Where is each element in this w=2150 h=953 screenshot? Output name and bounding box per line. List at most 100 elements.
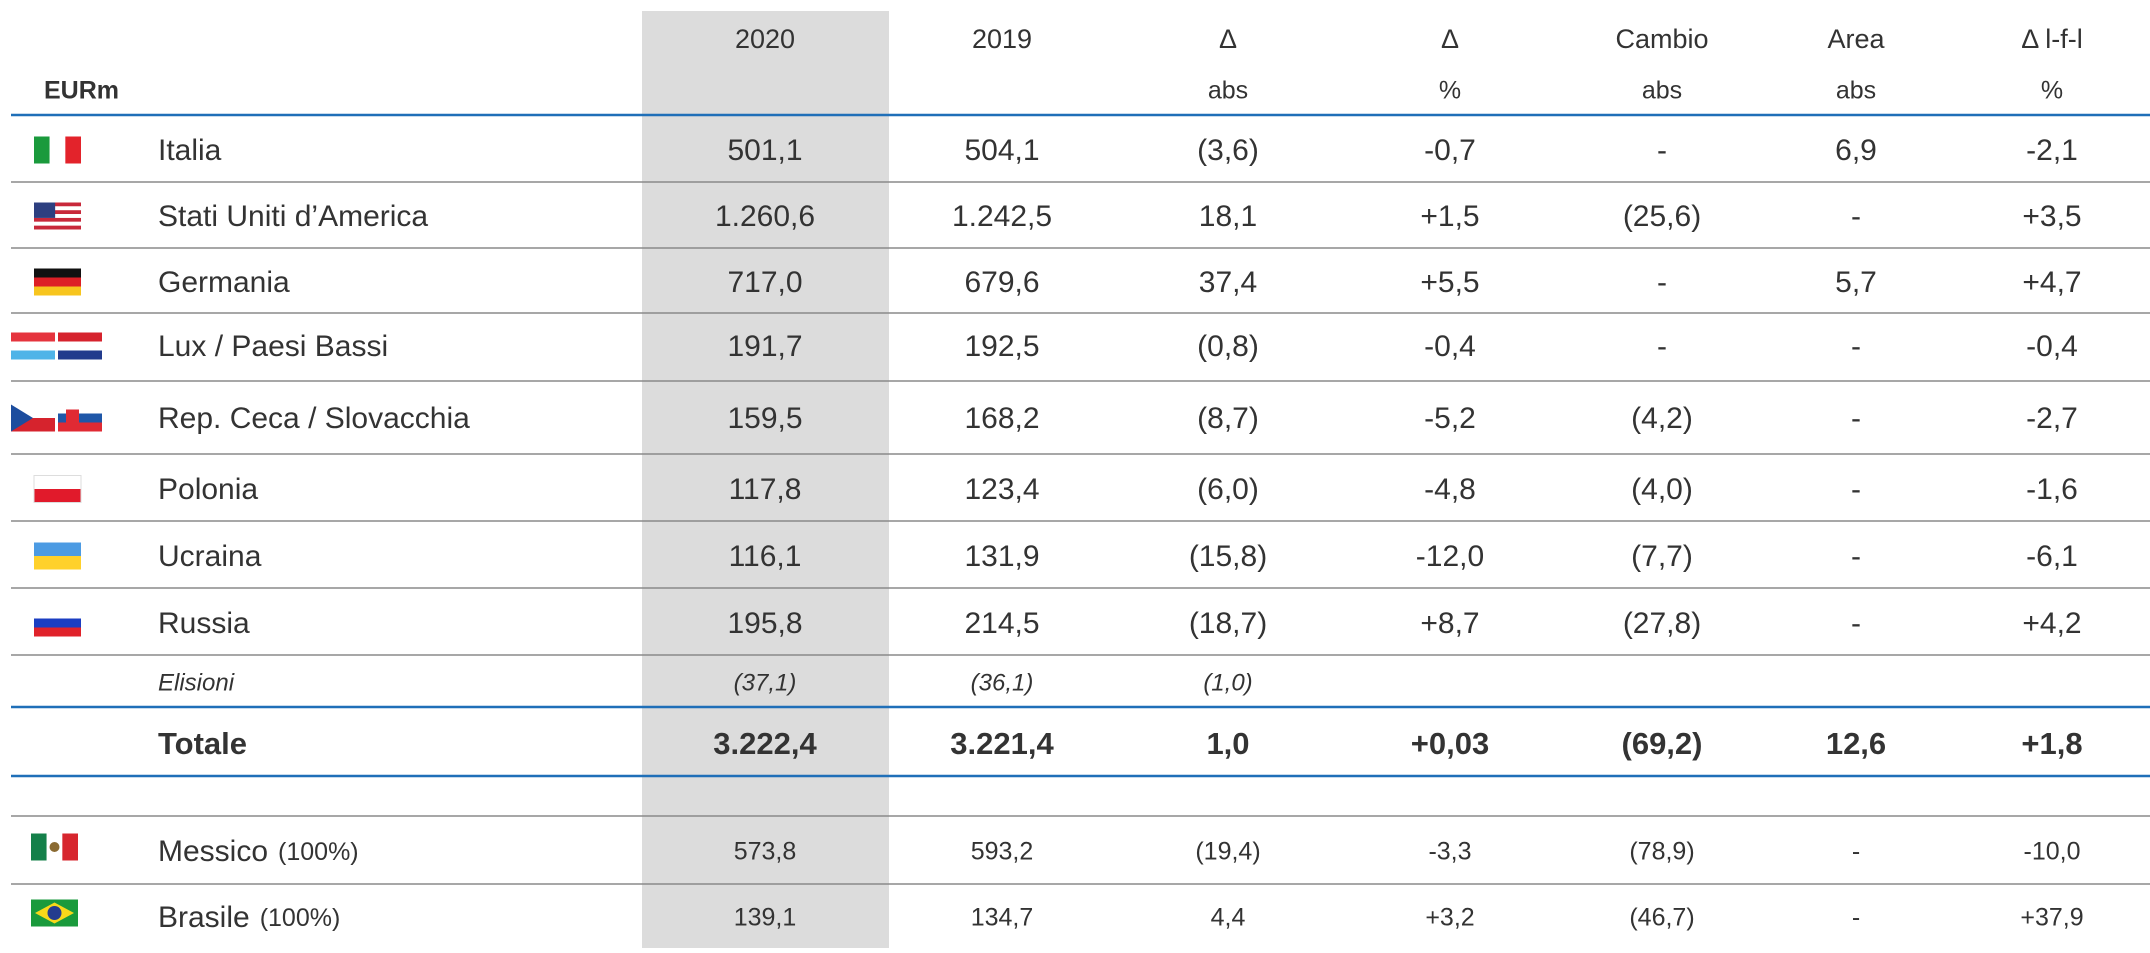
cell-value: -5,2 — [1424, 402, 1476, 435]
cell-value: -4,8 — [1424, 473, 1476, 506]
unit-label: EURm — [44, 77, 119, 105]
cell-value: 159,5 — [727, 402, 802, 435]
cell-value: +3,5 — [2022, 200, 2081, 233]
cell-value: (36,1) — [971, 669, 1034, 696]
cell-value: 6,9 — [1835, 134, 1877, 167]
cell-value: 3.221,4 — [950, 726, 1054, 761]
flag-part — [34, 618, 81, 628]
row-label: Russia — [158, 607, 250, 640]
row-label: Polonia — [158, 473, 258, 506]
flag-part — [62, 833, 78, 861]
cell-value: +3,2 — [1425, 904, 1474, 932]
row-suffix: (100%) — [260, 904, 341, 932]
cell-value: -0,7 — [1424, 134, 1476, 167]
cell-value: (19,4) — [1195, 838, 1260, 866]
cell-value: 1.260,6 — [715, 200, 815, 233]
column-header: 2019 — [972, 24, 1032, 54]
flag-part — [34, 627, 81, 637]
flag — [11, 404, 102, 432]
flag-part — [58, 413, 102, 423]
row-label: Lux / Paesi Bassi — [158, 330, 388, 363]
cell-value: +1,5 — [1420, 200, 1479, 233]
column-header: Δ — [1219, 24, 1237, 54]
cell-value: 214,5 — [964, 607, 1039, 640]
flag — [34, 268, 81, 296]
cell-value: 504,1 — [964, 134, 1039, 167]
cell-value: -0,4 — [2026, 330, 2078, 363]
cell-value: - — [1851, 473, 1861, 506]
cell-value: 501,1 — [727, 134, 802, 167]
cell-value: -1,6 — [2026, 473, 2078, 506]
flag-part — [34, 214, 81, 218]
flag-part — [34, 202, 81, 207]
cell-value: 18,1 — [1199, 200, 1257, 233]
cell-value: (6,0) — [1197, 473, 1259, 506]
cell-value: - — [1851, 607, 1861, 640]
cell-value: -3,3 — [1428, 838, 1471, 866]
cell-value: (0,8) — [1197, 330, 1259, 363]
cell-value: +4,2 — [2022, 607, 2081, 640]
cell-value: 5,7 — [1835, 266, 1877, 299]
column-unit: abs — [1208, 77, 1248, 105]
row-label: Stati Uniti d’America — [158, 200, 428, 233]
flag — [34, 202, 81, 230]
flag-part — [34, 556, 81, 570]
cell-value: (7,7) — [1631, 540, 1693, 573]
flag-part — [34, 136, 50, 164]
flag — [34, 542, 81, 570]
flag — [34, 609, 81, 637]
row-label: Elisioni — [158, 669, 235, 696]
cell-value: 717,0 — [727, 266, 802, 299]
flag-part — [58, 341, 102, 351]
flag-part — [58, 332, 102, 342]
cell-value: (1,0) — [1203, 669, 1252, 696]
cell-value: 573,8 — [734, 838, 797, 866]
column-header: 2020 — [735, 24, 795, 54]
flag-part — [11, 341, 55, 351]
cell-value: 3.222,4 — [713, 726, 817, 761]
flag-part — [34, 210, 81, 215]
cell-value: - — [1852, 904, 1860, 932]
cell-value: 195,8 — [727, 607, 802, 640]
flag-part — [58, 404, 102, 414]
cell-value: 192,5 — [964, 330, 1039, 363]
cell-value: -2,7 — [2026, 402, 2078, 435]
flag-part — [49, 136, 66, 164]
cell-value: -0,4 — [1424, 330, 1476, 363]
cell-value: +5,5 — [1420, 266, 1479, 299]
flag-part — [11, 350, 55, 360]
cell-value: 37,4 — [1199, 266, 1257, 299]
flag-part — [34, 277, 81, 287]
flag — [31, 833, 78, 861]
cell-value: - — [1851, 402, 1861, 435]
column-header: Δ — [1441, 24, 1459, 54]
cell-value: - — [1851, 200, 1861, 233]
flag-part — [49, 842, 60, 852]
flag — [33, 475, 82, 503]
flag-part — [34, 475, 81, 489]
column-header: Cambio — [1615, 24, 1708, 54]
row-label: Rep. Ceca / Slovacchia — [158, 402, 470, 435]
cell-value: 12,6 — [1826, 726, 1886, 761]
cell-value: -2,1 — [2026, 134, 2078, 167]
cell-value: -10,0 — [2024, 838, 2081, 866]
flag-part — [34, 268, 81, 278]
cell-value: 191,7 — [727, 330, 802, 363]
cell-value: -6,1 — [2026, 540, 2078, 573]
cell-value: - — [1851, 330, 1861, 363]
cell-value: - — [1851, 540, 1861, 573]
highlight-column — [642, 11, 889, 948]
flag-part — [47, 906, 62, 920]
column-unit: % — [1439, 77, 1461, 105]
cell-value: +8,7 — [1420, 607, 1479, 640]
cell-value: 116,1 — [729, 540, 802, 573]
column-header: Δ l-f-l — [2021, 24, 2083, 54]
column-unit: % — [2041, 77, 2063, 105]
flag-part — [66, 409, 79, 426]
flag-part — [65, 136, 81, 164]
cell-value: 139,1 — [734, 904, 797, 932]
cell-value: 1,0 — [1206, 726, 1249, 761]
cell-value: (4,0) — [1631, 473, 1693, 506]
flag-part — [34, 542, 81, 556]
